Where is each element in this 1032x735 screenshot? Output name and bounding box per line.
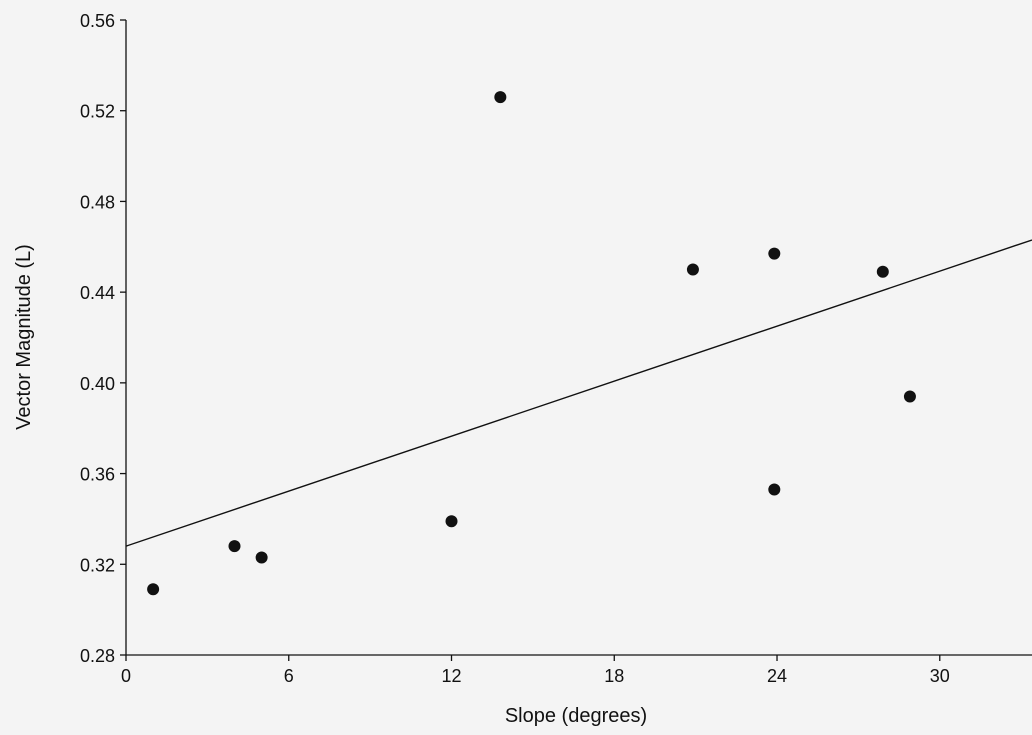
- data-point: [686, 263, 699, 276]
- x-tick-label: 24: [767, 666, 787, 686]
- y-tick-label: 0.36: [80, 465, 115, 485]
- data-point: [768, 483, 781, 496]
- trend-line: [125, 239, 1032, 547]
- y-tick-label: 0.48: [80, 192, 115, 212]
- data-point: [255, 551, 268, 564]
- data-point: [768, 247, 781, 260]
- y-ticks: 0.28 0.32 0.36 0.40 0.44 0.48 0.52 0.56: [80, 11, 126, 666]
- y-axis-label: Vector Magnitude (L): [13, 244, 35, 430]
- y-tick-label: 0.32: [80, 555, 115, 575]
- x-tick-label: 6: [284, 666, 294, 686]
- y-tick-label: 0.44: [80, 283, 115, 303]
- data-point: [445, 515, 458, 528]
- y-tick-label: 0.56: [80, 11, 115, 31]
- x-axis-label: Slope (degrees): [505, 705, 647, 727]
- y-tick-label: 0.52: [80, 102, 115, 122]
- data-point: [903, 390, 916, 403]
- data-point: [147, 583, 160, 596]
- data-point: [494, 91, 507, 104]
- x-ticks: 0 6 12 18 24 30: [121, 655, 950, 686]
- data-point: [876, 265, 889, 278]
- x-tick-label: 0: [121, 666, 131, 686]
- y-tick-label: 0.28: [80, 646, 115, 666]
- x-tick-label: 12: [441, 666, 461, 686]
- data-points: [147, 91, 916, 596]
- x-tick-label: 30: [930, 666, 950, 686]
- x-tick-label: 18: [604, 666, 624, 686]
- y-tick-label: 0.40: [80, 374, 115, 394]
- axes: [125, 20, 1032, 656]
- data-point: [228, 540, 241, 553]
